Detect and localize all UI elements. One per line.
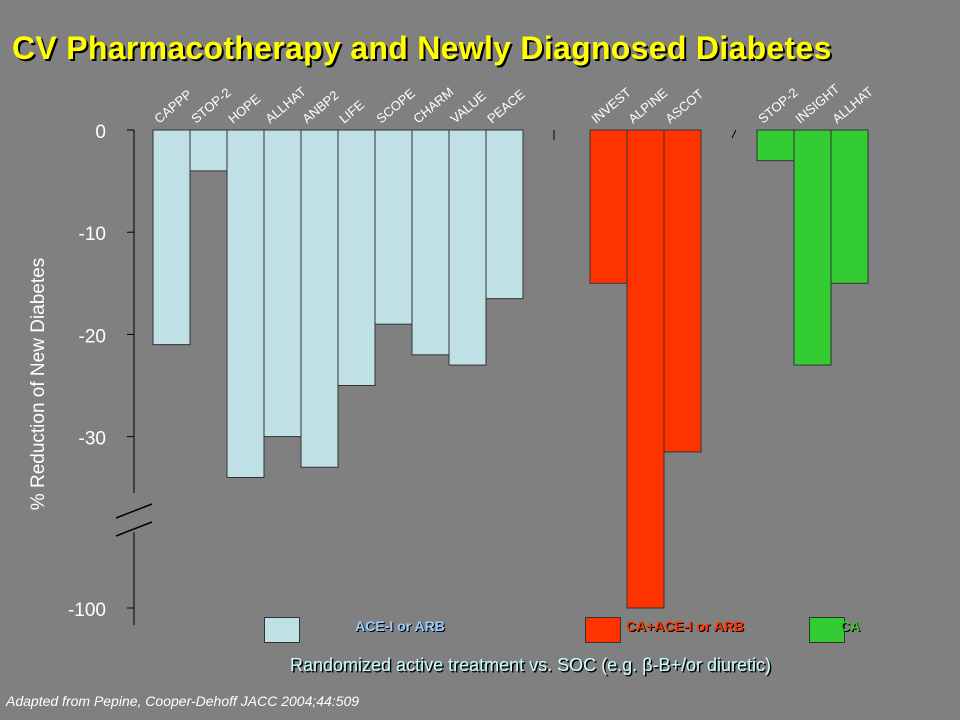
bar-insight [793,129,832,366]
x-tick-label: CHARM [410,84,456,126]
source-citation: Adapted from Pepine, Cooper-Dehoff JACC … [6,693,360,709]
x-tick-label: INVEST [588,85,634,127]
bar-allhat [830,129,869,284]
bar-scope [374,129,413,325]
chart-title: CV Pharmacotherapy and Newly Diagnosed D… [12,30,832,66]
legend-label: ACE-I or ARB [355,618,445,634]
legend-label: CA [840,618,861,634]
legend-label: CA+ACE-I or ARB [625,618,745,634]
y-axis: 0 -10 -20 -30 -100 % Reduction of New Diabete… [28,122,737,625]
bar-stop-2 [756,129,795,162]
y-tick-label: -100 [68,600,106,621]
bar-cappp [152,129,191,346]
bar-life [337,129,376,386]
bar-anbp2 [300,129,339,468]
bar-alpine [626,129,665,609]
bar-invest [589,129,628,284]
bar-peace [485,129,524,300]
bar-stop-2 [189,129,228,172]
axis-break-mark [115,521,153,537]
y-tick-label: -10 [79,224,106,245]
bars [152,129,869,609]
y-tick-label: -20 [79,326,106,347]
y-tick-label: 0 [95,122,106,143]
x-tick-label: ALLHAT [262,84,309,126]
legend-swatch [585,617,621,643]
x-tick-label: CAPPP [151,86,194,126]
x-tick-label: STOP-2 [755,85,800,127]
chart-subtitle: Randomized active treatment vs. SOC (e.g… [290,655,772,675]
bar-allhat [263,129,302,438]
x-tick-label: ASCOT [662,86,706,126]
y-axis-title: % Reduction of New Diabetes [28,258,49,510]
x-tick-label: ALPINE [625,85,670,126]
bar-ascot [663,129,702,453]
axis-break-mark [115,503,153,519]
y-tick-label: -30 [79,429,106,450]
legend-swatch [264,617,300,643]
legend-swatch [809,617,845,643]
group-separator [731,129,737,139]
bar-charm [411,129,450,356]
bar-hope [226,129,265,478]
x-tick-label: SCOPE [373,85,418,126]
x-tick-label: PEACE [484,86,528,126]
x-tick-label: LIFE [336,97,367,126]
bar-value [448,129,487,366]
x-tick-label: STOP-2 [188,85,233,127]
